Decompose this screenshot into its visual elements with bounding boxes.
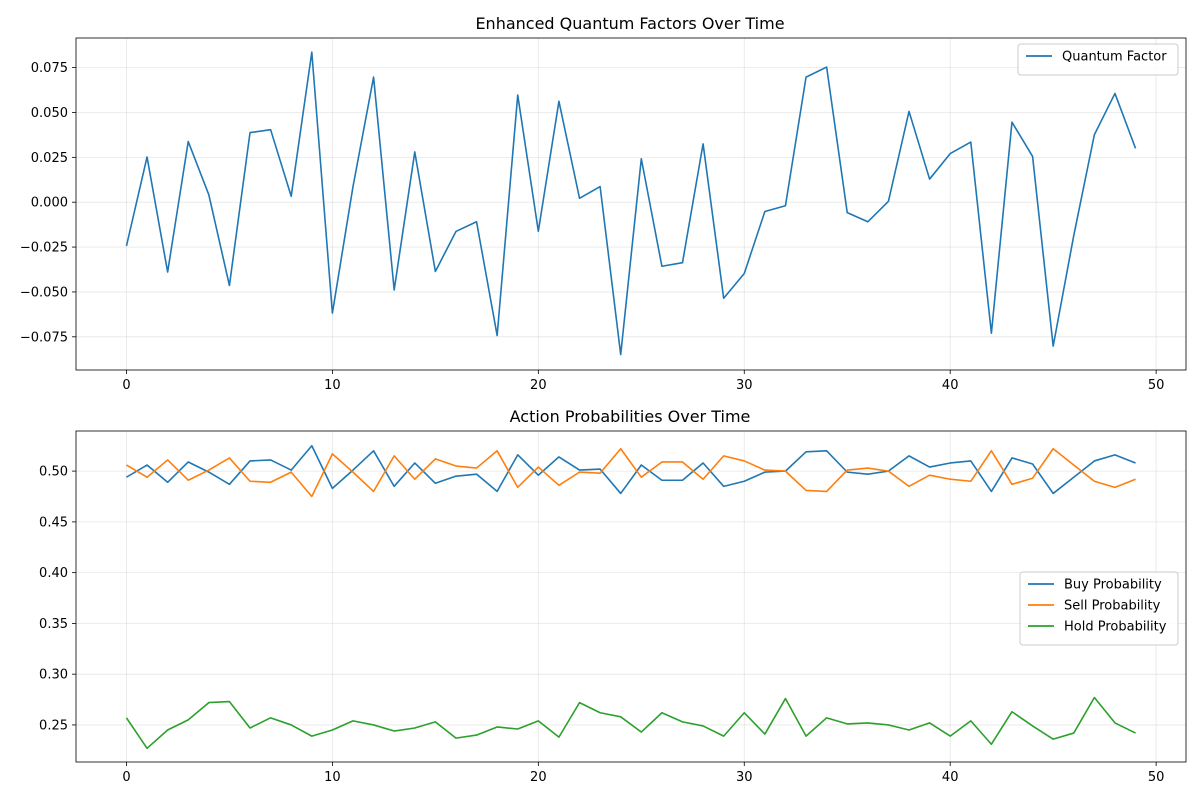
x-tick-label: 30 — [736, 378, 753, 393]
y-tick-label: −0.050 — [20, 285, 68, 300]
y-tick-label: 0.50 — [39, 465, 68, 480]
x-tick-label: 40 — [942, 378, 959, 393]
y-tick-label: 0.050 — [31, 106, 68, 121]
series-line — [125, 51, 1137, 356]
y-tick-label: −0.025 — [20, 241, 68, 256]
legend-label: Hold Probability — [1064, 620, 1167, 635]
x-tick-label: 10 — [324, 378, 341, 393]
action-probabilities-panel: Action Probabilities Over Time 0 10 20 30 40… — [39, 407, 1187, 785]
y-tick-label: −0.075 — [20, 330, 68, 345]
y-tick-label: 0.25 — [39, 718, 68, 733]
x-tick-label: 0 — [122, 770, 130, 785]
grid — [76, 38, 1186, 370]
legend-frame — [1019, 571, 1179, 646]
x-tick-label: 30 — [736, 770, 753, 785]
plot-frame — [75, 37, 1187, 371]
x-tick-label: 20 — [530, 378, 547, 393]
series-line — [126, 447, 1136, 498]
y-tick-label: 0.35 — [39, 617, 68, 632]
legend-label: Sell Probability — [1064, 599, 1161, 614]
quantum-factor-panel: Enhanced Quantum Factors Over Time 0 10 20… — [20, 14, 1187, 393]
y-tick-label: 0.40 — [39, 566, 68, 581]
x-tick-label: 10 — [324, 770, 341, 785]
y-tick-label: 0.025 — [31, 151, 68, 166]
y-tick-label: 0.30 — [39, 668, 68, 683]
plot-frame — [75, 430, 1187, 763]
x-tick-label: 20 — [530, 770, 547, 785]
legend-frame — [1017, 43, 1179, 76]
x-tick-label: 50 — [1148, 378, 1165, 393]
legend-label: Quantum Factor — [1062, 50, 1167, 65]
series-line — [126, 444, 1136, 495]
legend-label: Buy Probability — [1064, 578, 1162, 593]
chart-title: Action Probabilities Over Time — [510, 407, 751, 426]
y-tick-label: 0.45 — [39, 515, 68, 530]
legend: Buy Probability Sell Probability Hold Prob… — [1019, 571, 1179, 646]
series-line — [125, 696, 1136, 750]
chart-title: Enhanced Quantum Factors Over Time — [475, 14, 784, 33]
x-tick-label: 50 — [1148, 770, 1165, 785]
x-tick-label: 40 — [942, 770, 959, 785]
y-tick-label: 0.000 — [31, 196, 68, 211]
y-tick-label: 0.075 — [31, 61, 68, 76]
x-tick-label: 0 — [122, 378, 130, 393]
legend: Quantum Factor — [1017, 43, 1179, 76]
